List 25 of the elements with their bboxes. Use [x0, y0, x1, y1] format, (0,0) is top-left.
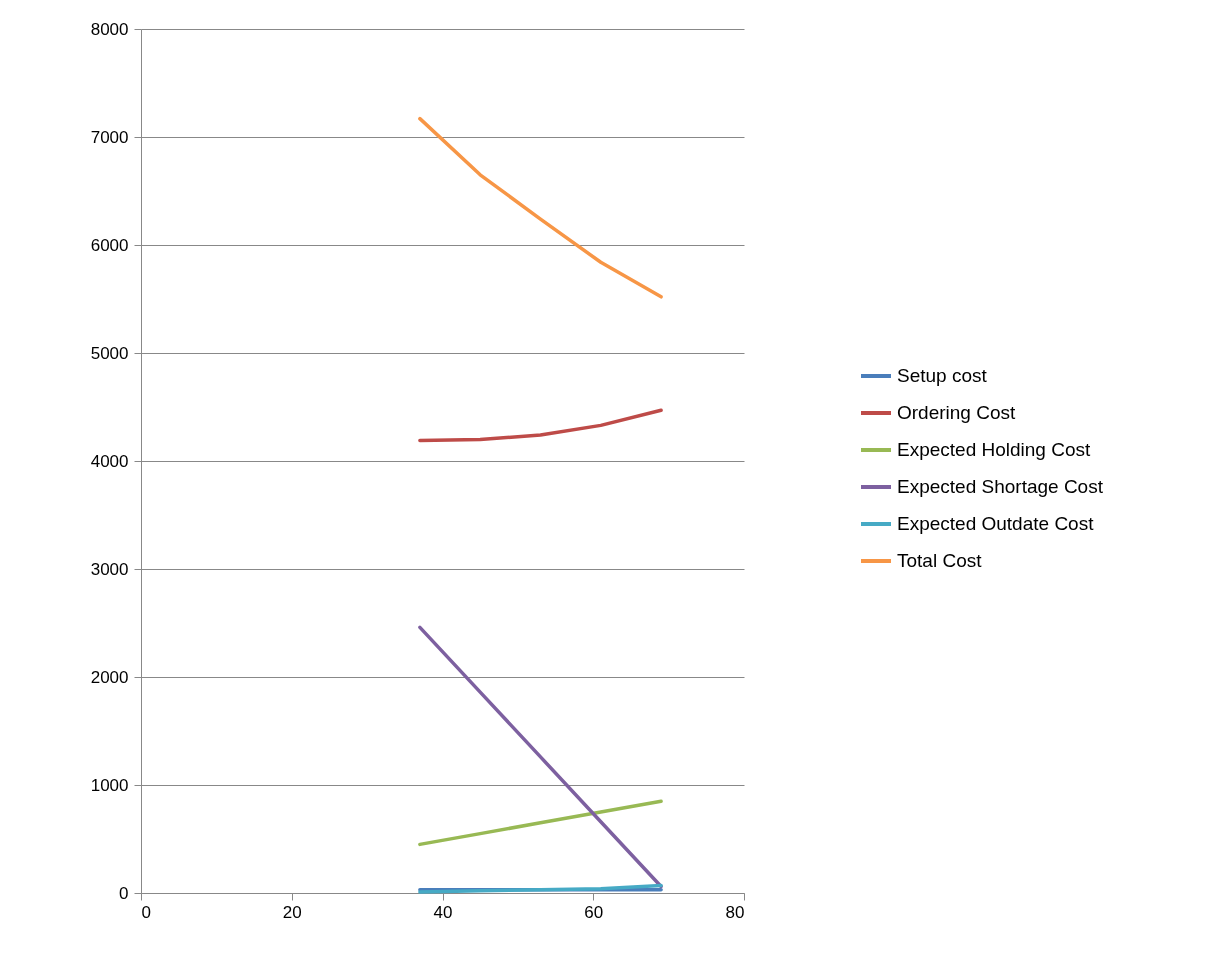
y-tick-label: 0 — [119, 883, 129, 903]
y-tick-label: 7000 — [90, 127, 129, 147]
line-series — [418, 799, 663, 847]
y-tick-label: 6000 — [90, 235, 129, 255]
x-tick-label: 0 — [141, 902, 151, 922]
legend-label: Setup cost — [897, 365, 988, 386]
legend-label: Expected Holding Cost — [897, 439, 1091, 460]
x-tick-label: 20 — [282, 902, 302, 922]
legend-label: Expected Outdate Cost — [897, 513, 1095, 534]
legend-label: Ordering Cost — [897, 402, 1016, 423]
line-series — [418, 625, 663, 889]
x-tick-label: 40 — [433, 902, 453, 922]
x-tick-label: 80 — [725, 902, 745, 922]
y-tick-label: 5000 — [90, 343, 129, 363]
y-tick-label: 2000 — [90, 667, 129, 687]
line-series — [418, 116, 663, 299]
y-tick-label: 3000 — [90, 559, 129, 579]
x-tick-label: 60 — [584, 902, 604, 922]
legend-label: Total Cost — [897, 550, 983, 571]
y-tick-label: 1000 — [90, 775, 129, 795]
line-series — [418, 408, 663, 443]
y-tick-label: 8000 — [90, 19, 129, 39]
y-tick-label: 4000 — [90, 451, 129, 471]
legend-label: Expected Shortage Cost — [897, 476, 1104, 497]
line-series — [418, 883, 663, 894]
